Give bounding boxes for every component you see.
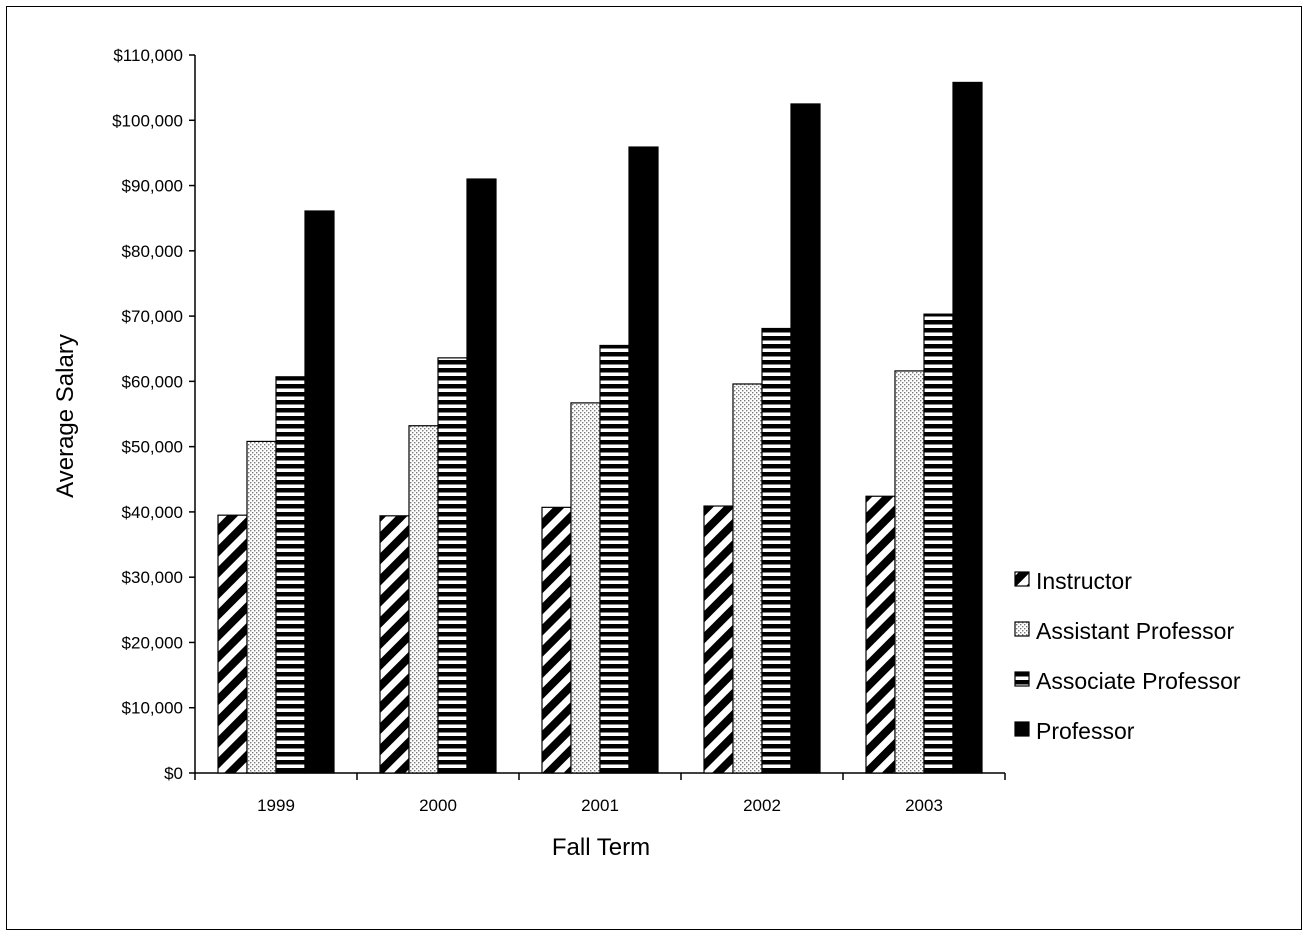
bar-instructor: [865, 495, 896, 774]
legend-swatch-professor: [1014, 721, 1030, 737]
y-tick-label: $100,000: [112, 111, 183, 130]
legend-label-associate-professor: Associate Professor: [1036, 668, 1241, 694]
y-tick-label: $70,000: [122, 307, 183, 326]
legend: Instructor Assistant Professor Associate P…: [1014, 568, 1241, 744]
bar-professor: [790, 103, 821, 774]
bar-assistant-professor: [732, 383, 763, 774]
y-tick-label: $60,000: [122, 372, 183, 391]
y-tick-label: $20,000: [122, 633, 183, 652]
y-axis-title: Average Salary: [52, 334, 79, 498]
bar-assistant-professor: [246, 440, 277, 774]
bar-professor: [304, 210, 335, 774]
bar-assistant-professor: [894, 370, 925, 774]
legend-swatch-associate-professor: [1014, 671, 1030, 687]
legend-label-assistant-professor: Assistant Professor: [1036, 618, 1234, 644]
bar-instructor: [379, 515, 410, 774]
legend-swatch-assistant-professor: [1014, 621, 1030, 637]
bar-instructor: [217, 514, 248, 774]
y-tick-label: $90,000: [122, 177, 183, 196]
bar-instructor: [541, 506, 572, 774]
bar-associate-professor: [275, 376, 306, 774]
bar-instructor: [703, 505, 734, 774]
bar-assistant-professor: [408, 425, 439, 774]
legend-swatch-instructor: [1014, 571, 1030, 587]
x-axis-title: Fall Term: [552, 834, 650, 861]
y-tick-label: $110,000: [113, 46, 183, 65]
bar-associate-professor: [599, 344, 630, 774]
bar-professor: [466, 178, 497, 774]
bar-associate-professor: [437, 357, 468, 774]
bar-associate-professor: [923, 313, 954, 774]
bar-associate-professor: [761, 327, 792, 774]
x-tick-label: 2003: [905, 796, 943, 815]
x-axis: 1999 2000 2001 2002 2003: [194, 772, 1006, 815]
x-tick-label: 1999: [257, 796, 295, 815]
bar-assistant-professor: [570, 402, 601, 774]
y-axis: $0 $10,000 $20,000 $30,000 $40,000 $50,000 $60…: [112, 46, 196, 783]
y-tick-label: $30,000: [122, 568, 183, 587]
legend-label-instructor: Instructor: [1036, 568, 1132, 594]
y-tick-label: $0: [164, 764, 183, 783]
y-tick-label: $50,000: [122, 438, 183, 457]
y-tick-label: $10,000: [122, 699, 183, 718]
bar-professor: [628, 146, 659, 774]
x-tick-label: 2002: [743, 796, 781, 815]
y-tick-label: $80,000: [122, 242, 183, 261]
x-tick-label: 2001: [581, 796, 619, 815]
x-tick-label: 2000: [419, 796, 457, 815]
legend-label-professor: Professor: [1036, 718, 1135, 744]
y-tick-label: $40,000: [122, 503, 183, 522]
bar-professor: [952, 81, 983, 774]
bars: [217, 81, 983, 774]
